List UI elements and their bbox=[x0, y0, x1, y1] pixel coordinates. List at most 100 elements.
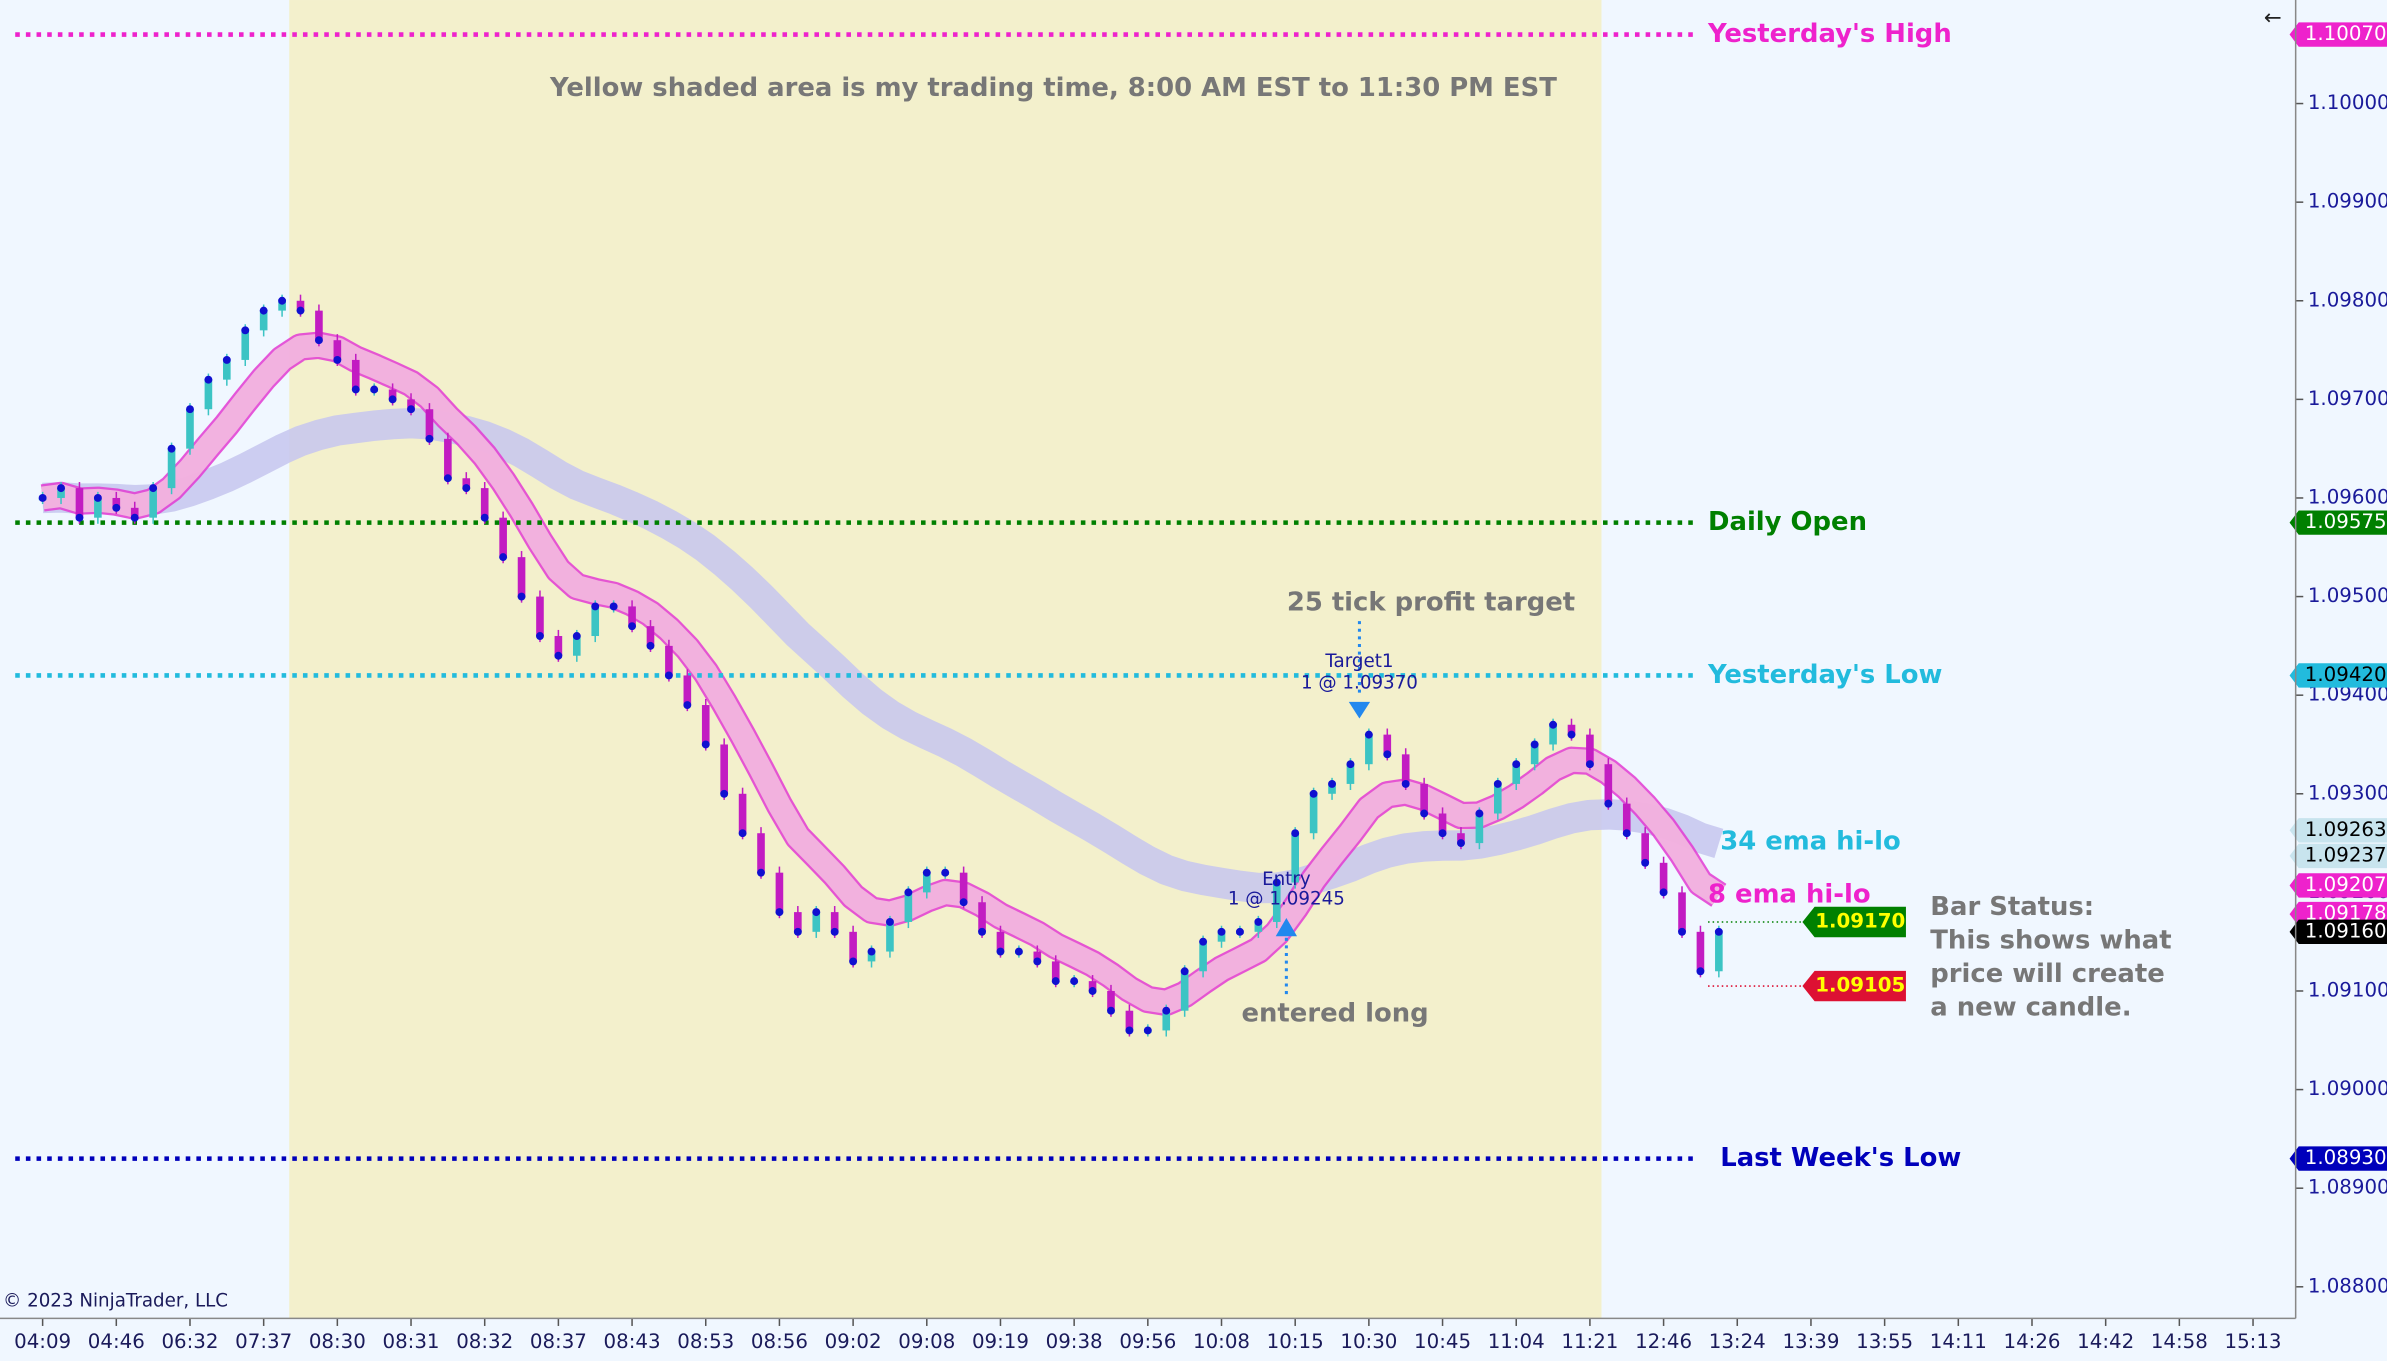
close-dot bbox=[1696, 967, 1705, 976]
close-dot bbox=[222, 355, 231, 364]
close-dot bbox=[775, 908, 784, 917]
close-dot bbox=[793, 927, 802, 936]
close-dot bbox=[517, 592, 526, 601]
candle bbox=[573, 636, 581, 656]
x-tick-label: 04:46 bbox=[88, 1330, 145, 1353]
close-dot bbox=[75, 513, 84, 522]
entered-note: entered long bbox=[1241, 998, 1428, 1028]
candle bbox=[57, 488, 65, 498]
close-dot bbox=[1714, 927, 1723, 936]
x-tick-label: 08:53 bbox=[677, 1330, 734, 1353]
close-dot bbox=[1162, 1006, 1171, 1015]
bar-status-label: 1.09105 bbox=[1815, 974, 1905, 997]
bar-status-note: price will create bbox=[1930, 959, 2164, 989]
close-dot bbox=[628, 622, 637, 631]
close-dot bbox=[130, 513, 139, 522]
candle bbox=[867, 951, 876, 962]
candle bbox=[1383, 734, 1392, 755]
y-tick-label: 1.09700 bbox=[2308, 387, 2387, 410]
candle bbox=[1641, 833, 1649, 863]
candle bbox=[444, 438, 452, 479]
close-dot bbox=[241, 326, 250, 335]
candle bbox=[1162, 1010, 1171, 1031]
close-dot bbox=[1512, 760, 1521, 769]
candle bbox=[1033, 951, 1042, 962]
candle bbox=[1512, 764, 1521, 784]
candle bbox=[1254, 921, 1263, 932]
candle bbox=[812, 912, 821, 932]
x-tick-label: 09:08 bbox=[898, 1330, 955, 1353]
candle bbox=[959, 872, 968, 903]
plot-layer: 1.088001.089001.090001.091001.092001.093… bbox=[14, 19, 2387, 1353]
close-dot bbox=[1457, 839, 1465, 848]
candle bbox=[480, 488, 489, 518]
candle bbox=[1659, 862, 1668, 893]
close-dot bbox=[1401, 779, 1410, 788]
close-dot bbox=[536, 632, 544, 640]
candle bbox=[1438, 813, 1447, 834]
candle bbox=[1199, 941, 1207, 972]
close-dot bbox=[388, 395, 397, 404]
band-label: 8 ema hi-lo bbox=[1708, 880, 1871, 910]
y-tick-label: 1.09900 bbox=[2308, 190, 2387, 213]
close-dot bbox=[1567, 730, 1576, 739]
x-tick-label: 08:32 bbox=[456, 1330, 513, 1353]
x-tick-label: 09:56 bbox=[1119, 1330, 1176, 1353]
candle bbox=[922, 872, 931, 893]
candle bbox=[130, 507, 139, 518]
close-dot bbox=[1659, 888, 1668, 897]
candle bbox=[1217, 931, 1226, 942]
close-dot bbox=[425, 434, 434, 443]
candle bbox=[1622, 803, 1631, 834]
close-dot bbox=[407, 405, 415, 414]
close-dot bbox=[1438, 829, 1447, 838]
close-dot bbox=[904, 888, 913, 897]
y-tick-label: 1.09000 bbox=[2308, 1077, 2387, 1100]
candle bbox=[1475, 813, 1484, 844]
candle bbox=[1420, 783, 1428, 814]
close-dot bbox=[591, 602, 600, 611]
entry-arrow bbox=[1275, 917, 1298, 937]
y-tick-label: 1.09400 bbox=[2308, 683, 2387, 706]
bar-status-note: This shows what bbox=[1930, 925, 2171, 955]
candle bbox=[665, 645, 673, 676]
candle bbox=[1107, 990, 1115, 1011]
close-dot bbox=[38, 494, 47, 502]
x-tick-label: 07:37 bbox=[235, 1330, 292, 1353]
close-dot bbox=[738, 829, 747, 838]
close-dot bbox=[1235, 927, 1244, 936]
candle bbox=[1051, 961, 1060, 982]
close-dot bbox=[112, 503, 121, 512]
close-dot bbox=[351, 385, 360, 394]
target-name: Target1 bbox=[1324, 651, 1393, 672]
candle bbox=[720, 744, 728, 794]
y-tick-label: 1.09300 bbox=[2308, 781, 2387, 804]
x-tick-label: 09:38 bbox=[1046, 1330, 1103, 1353]
level-label: Daily Open bbox=[1708, 507, 1867, 537]
y-tick-label: 1.09100 bbox=[2308, 978, 2387, 1001]
candle bbox=[1180, 971, 1189, 1011]
y-tick-label: 1.09800 bbox=[2308, 288, 2387, 311]
close-dot bbox=[480, 513, 489, 522]
candle bbox=[1494, 783, 1502, 814]
candle bbox=[1586, 734, 1594, 765]
back-icon[interactable]: ← bbox=[2264, 5, 2282, 30]
bar-status-note: a new candle. bbox=[1930, 992, 2131, 1022]
close-dot bbox=[370, 385, 379, 394]
bands bbox=[40, 331, 1727, 1017]
price-marker-label: 1.09160 bbox=[2305, 919, 2387, 942]
close-dot bbox=[1678, 927, 1686, 936]
close-dot bbox=[867, 947, 876, 956]
close-dot bbox=[57, 484, 66, 493]
candle bbox=[278, 300, 286, 311]
price-marker bbox=[2289, 843, 2387, 869]
candle bbox=[1365, 734, 1373, 765]
candle bbox=[978, 902, 986, 932]
close-dot bbox=[646, 641, 655, 650]
candle bbox=[315, 310, 323, 341]
close-dot bbox=[1291, 829, 1300, 838]
candle bbox=[886, 921, 894, 952]
candle bbox=[333, 340, 342, 360]
price-marker-label: 1.09420 bbox=[2305, 663, 2387, 686]
